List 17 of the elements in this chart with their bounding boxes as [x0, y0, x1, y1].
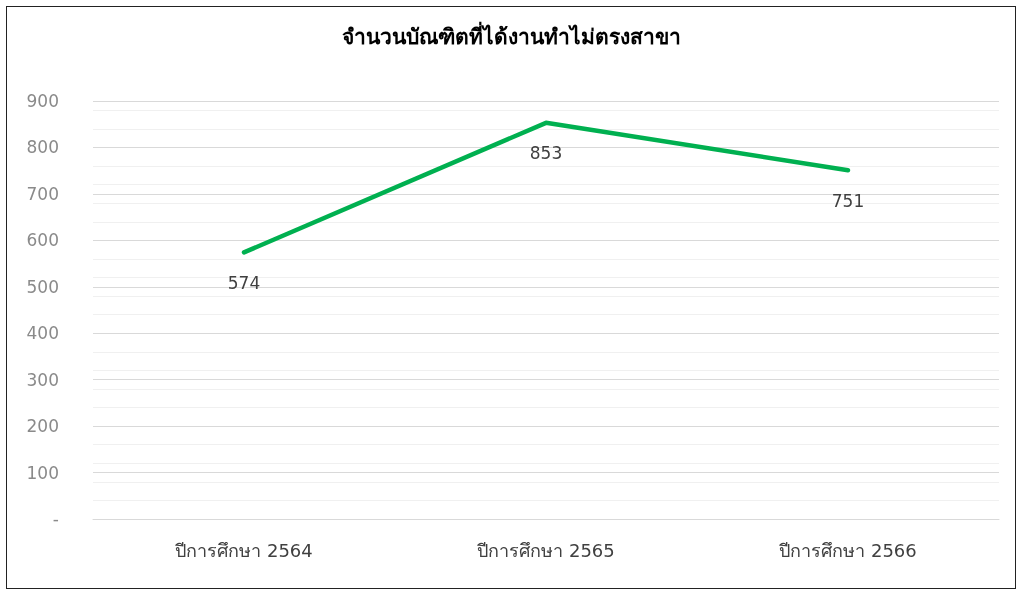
x-tick-label: ปีการศึกษา 2566: [779, 539, 917, 561]
y-tick-label: 800: [26, 137, 59, 158]
data-label: 751: [831, 190, 865, 211]
x-tick-label: ปีการศึกษา 2564: [175, 539, 313, 561]
x-tick-label: ปีการศึกษา 2565: [477, 539, 615, 561]
y-tick-label: -: [52, 509, 59, 529]
y-tick-label: 900: [26, 91, 59, 111]
y-tick-label: 300: [26, 369, 59, 390]
y-tick-label: 400: [26, 323, 59, 344]
y-tick-label: 100: [26, 462, 59, 483]
data-label: 574: [227, 272, 261, 293]
data-label: 853: [529, 143, 563, 164]
y-tick-label: 600: [26, 230, 59, 251]
y-tick-label: 700: [26, 183, 59, 204]
chart-title: จำนวนบัณฑิตที่ได้งานทำไม่ตรงสาขา: [341, 20, 681, 49]
y-tick-label: 200: [26, 416, 59, 437]
y-tick-label: 500: [26, 276, 59, 297]
